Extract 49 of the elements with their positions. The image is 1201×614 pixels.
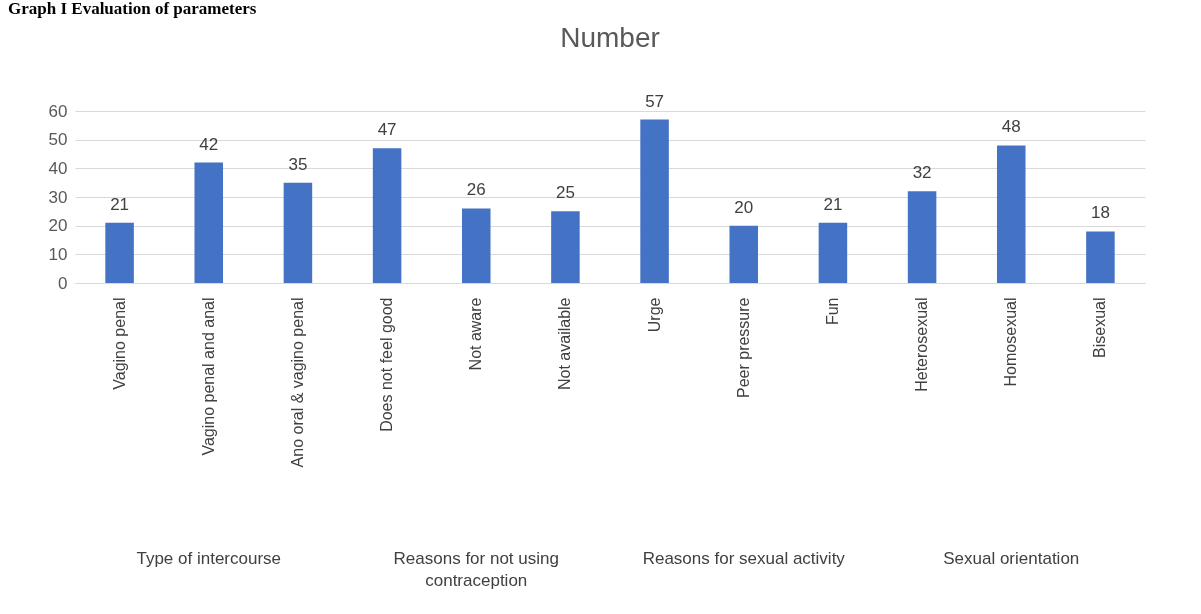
x-tick-label: Fun bbox=[823, 297, 841, 326]
y-tick-label: 0 bbox=[58, 273, 68, 293]
data-label: 21 bbox=[823, 194, 843, 214]
data-label: 48 bbox=[1001, 117, 1021, 137]
bar bbox=[640, 119, 669, 283]
bar bbox=[818, 222, 848, 283]
x-tick-label: Homosexual bbox=[1002, 297, 1020, 387]
bar bbox=[461, 208, 491, 283]
y-tick-label: 40 bbox=[48, 158, 68, 178]
y-tick-label: 30 bbox=[48, 187, 68, 207]
data-label: 35 bbox=[288, 154, 308, 174]
x-tick-label: Not available bbox=[556, 297, 574, 390]
text: Graph I Evaluation of parameters bbox=[7, 0, 258, 20]
x-tick-label: Vagino penal and anal bbox=[199, 297, 217, 456]
text: Reasons for not using contraception bbox=[393, 549, 559, 590]
bar bbox=[907, 191, 937, 283]
bar bbox=[105, 222, 134, 283]
bar bbox=[194, 162, 224, 283]
bar bbox=[996, 145, 1026, 283]
bar bbox=[372, 148, 402, 283]
y-tick-label: 10 bbox=[48, 244, 68, 264]
data-label: 26 bbox=[466, 180, 486, 200]
x-tick-label: Bisexual bbox=[1091, 297, 1109, 358]
y-tick-label: 50 bbox=[48, 130, 68, 150]
data-label: 32 bbox=[912, 163, 932, 183]
text: Sexual orientation bbox=[943, 549, 1080, 568]
bar bbox=[551, 211, 580, 283]
bar bbox=[729, 225, 759, 283]
y-tick-label: 20 bbox=[48, 216, 68, 236]
data-label: 20 bbox=[734, 197, 754, 217]
x-tick-label: Ano oral & vagino penal bbox=[288, 297, 306, 468]
data-label: 25 bbox=[555, 183, 575, 203]
x-tick-label: Does not feel good bbox=[378, 297, 396, 432]
x-tick-label: Vagino penal bbox=[110, 297, 128, 390]
data-label: 42 bbox=[199, 134, 219, 154]
chart-title: Number bbox=[560, 21, 660, 53]
data-label: 47 bbox=[377, 120, 397, 140]
y-tick-label: 60 bbox=[48, 101, 68, 121]
data-label: 18 bbox=[1090, 203, 1110, 223]
data-label: 57 bbox=[645, 91, 665, 111]
text: Reasons for sexual activity bbox=[642, 549, 846, 568]
x-tick-label: Heterosexual bbox=[913, 297, 931, 392]
x-tick-label: Not aware bbox=[467, 297, 485, 371]
x-tick-label: Urge bbox=[645, 297, 663, 333]
bar bbox=[283, 182, 313, 283]
x-tick-label: Peer pressure bbox=[734, 297, 752, 398]
text: Type of intercourse bbox=[136, 549, 282, 568]
bar bbox=[1086, 231, 1115, 283]
data-label: 21 bbox=[110, 194, 130, 214]
